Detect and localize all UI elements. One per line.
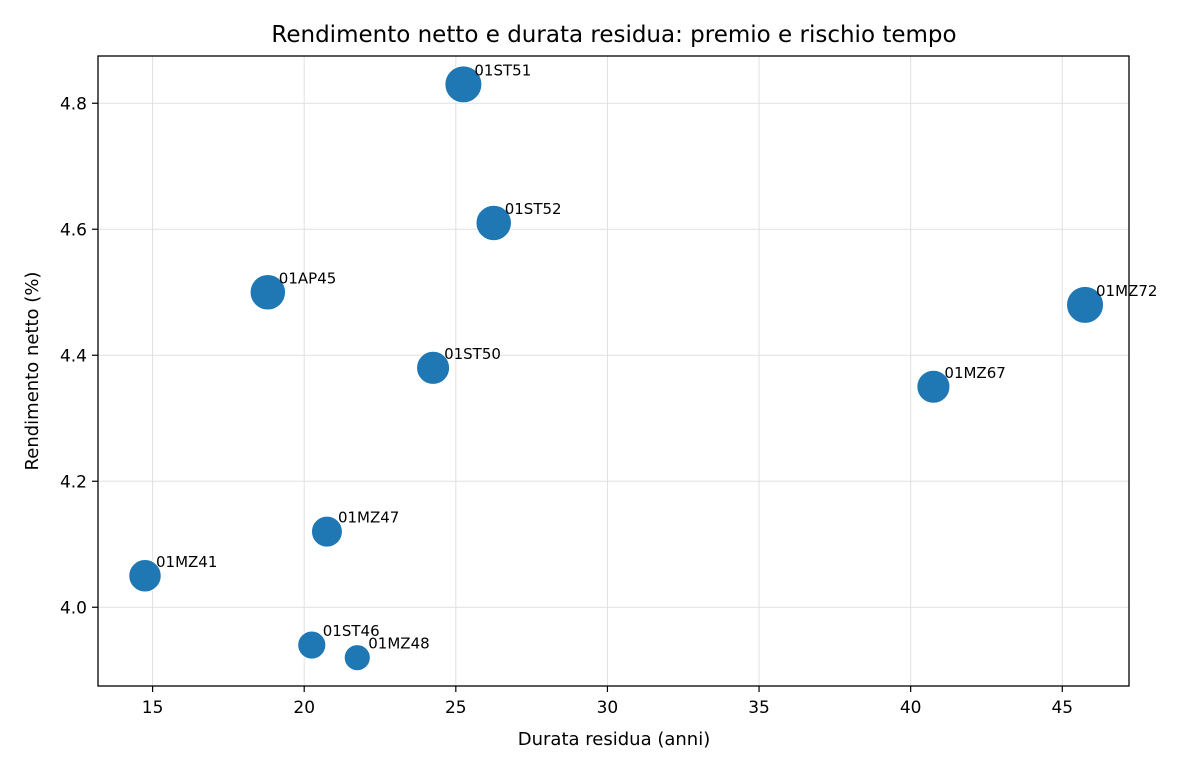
data-point xyxy=(249,274,287,311)
data-point xyxy=(1066,285,1105,324)
x-tick-label: 30 xyxy=(597,698,619,718)
data-point xyxy=(916,369,951,404)
chart-title: Rendimento netto e durata residua: premi… xyxy=(271,22,956,48)
x-axis-label: Durata residua (anni) xyxy=(518,729,710,750)
point-label: 01MZ67 xyxy=(944,364,1005,382)
data-point xyxy=(444,65,483,104)
y-tick-label: 4.2 xyxy=(60,472,87,492)
point-label: 01ST50 xyxy=(444,345,501,363)
point-label: 01AP45 xyxy=(279,269,336,287)
x-tick-label: 20 xyxy=(293,698,315,718)
y-tick-label: 4.6 xyxy=(60,220,87,240)
point-label: 01MZ72 xyxy=(1096,282,1157,300)
y-tick-label: 4.4 xyxy=(60,346,87,366)
y-axis-label: Rendimento netto (%) xyxy=(22,272,43,471)
data-point xyxy=(475,204,512,242)
plot-frame xyxy=(97,55,1130,687)
point-label: 01MZ47 xyxy=(338,509,399,527)
y-tick-label: 4.8 xyxy=(60,94,87,114)
point-label: 01ST46 xyxy=(323,622,380,640)
point-labels: 01ST51 01ST52 01AP45 01MZ72 01ST50 01MZ67 01MZ… xyxy=(156,61,1157,652)
axis-ticks: 15 20 25 30 35 40 45 4.0 4.2 4.4 4.6 4.8 xyxy=(60,94,1073,718)
y-tick-label: 4.0 xyxy=(60,598,87,618)
data-point xyxy=(297,630,327,660)
point-label: 01ST52 xyxy=(505,200,562,218)
point-label: 01MZ41 xyxy=(156,553,217,571)
data-point xyxy=(128,559,162,593)
data-points xyxy=(128,65,1105,672)
data-point xyxy=(416,350,451,385)
data-point xyxy=(343,644,371,672)
x-tick-label: 35 xyxy=(748,698,770,718)
grid-lines xyxy=(98,56,1129,686)
data-point xyxy=(310,515,343,548)
x-tick-label: 40 xyxy=(900,698,922,718)
x-tick-label: 15 xyxy=(142,698,164,718)
point-label: 01MZ48 xyxy=(368,635,429,653)
point-label: 01ST51 xyxy=(474,61,531,79)
x-tick-label: 45 xyxy=(1051,698,1073,718)
x-tick-label: 25 xyxy=(445,698,467,718)
